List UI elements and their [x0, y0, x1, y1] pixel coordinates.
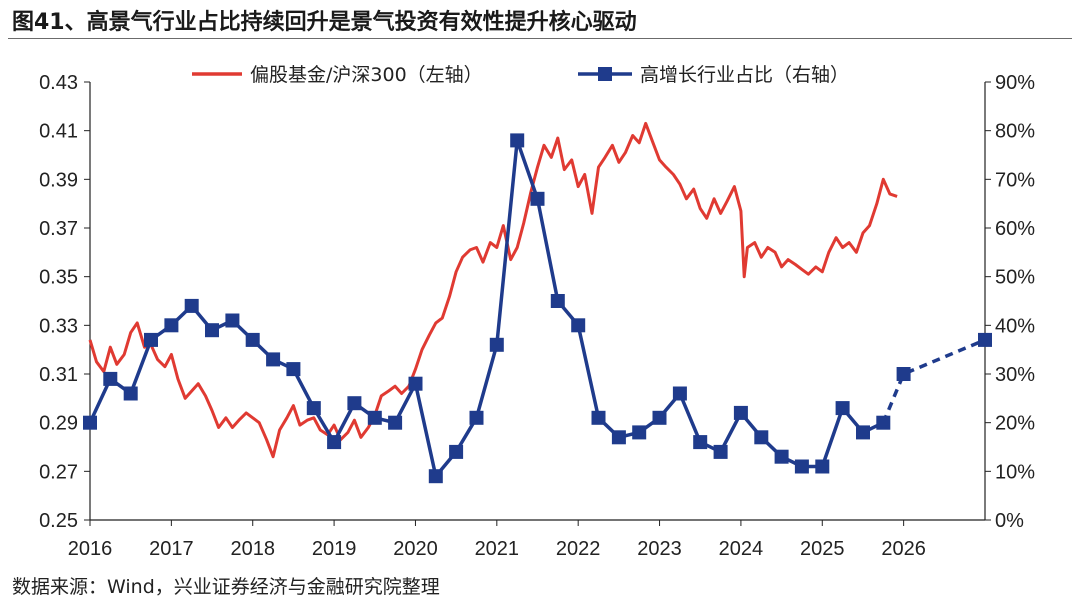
series-marker-high-growth [632, 425, 647, 440]
series-marker-high-growth [123, 386, 138, 401]
source-note: 数据来源：Wind，兴业证券经济与金融研究院整理 [12, 576, 440, 598]
chart-canvas: 0.25 0.27 0.29 0.31 0.33 0.35 0.37 0.39 0.41 0.43… [39, 64, 1035, 560]
legend-label-blue: 高增长行业占比（右轴） [640, 64, 849, 86]
y-right-tick-label: 0% [995, 510, 1024, 532]
y-right-tick-label: 20% [995, 413, 1035, 435]
x-tick-label: 2018 [230, 538, 275, 560]
y-right-tick-label: 90% [995, 72, 1035, 94]
x-tick-label: 2024 [719, 538, 764, 560]
x-tick-label: 2020 [393, 538, 438, 560]
series-marker-high-growth [144, 332, 158, 347]
y-right-tick-label: 40% [995, 315, 1035, 337]
series-marker-high-growth [449, 444, 464, 459]
legend-label-red: 偏股基金/沪深300（左轴） [250, 64, 483, 86]
y-left-tick-label: 0.25 [39, 510, 78, 532]
y-right-tick-label: 60% [995, 218, 1035, 240]
series-marker-high-growth [327, 435, 342, 450]
y-left-tick-label: 0.41 [39, 121, 78, 143]
x-tick-label: 2016 [68, 538, 113, 560]
y-left-tick-label: 0.37 [39, 218, 78, 240]
x-tick-label: 2017 [149, 538, 194, 560]
series-marker-high-growth [815, 459, 830, 474]
y-right-tick-label: 30% [995, 364, 1035, 386]
series-marker-high-growth [876, 415, 891, 430]
y-left-tick-label: 0.35 [39, 267, 78, 289]
series-marker-high-growth [571, 318, 586, 333]
series-marker-high-growth [733, 405, 748, 420]
series-marker-high-growth [652, 410, 667, 425]
series-marker-high-growth [306, 401, 321, 416]
series-marker-high-growth [347, 396, 362, 411]
series-marker-high-growth [978, 332, 992, 347]
series-line-high-growth-projection [881, 338, 986, 424]
series-marker-high-growth [469, 410, 484, 425]
series-marker-high-growth [205, 323, 219, 338]
axes: 0.25 0.27 0.29 0.31 0.33 0.35 0.37 0.39 0.41 0.43… [39, 72, 1035, 560]
series-marker-high-growth [774, 449, 789, 464]
series-marker-high-growth [550, 294, 565, 308]
series-marker-high-growth [754, 430, 769, 445]
series-marker-high-growth [103, 371, 118, 386]
x-tick-label: 2026 [881, 538, 926, 560]
x-tick-label: 2025 [800, 538, 845, 560]
y-left-tick-label: 0.33 [39, 315, 78, 337]
x-tick-label: 2022 [556, 538, 601, 560]
series-marker-high-growth [489, 337, 504, 352]
legend: 偏股基金/沪深300（左轴） 高增长行业占比（右轴） [192, 64, 849, 86]
series-marker-high-growth [693, 435, 708, 450]
series-marker-high-growth [388, 415, 403, 430]
series-marker-high-growth [266, 352, 281, 367]
series-marker-high-growth [896, 367, 911, 381]
y-right-tick-label: 70% [995, 169, 1035, 191]
chart-title: 图41、高景气行业占比持续回升是景气投资有效性提升核心驱动 [12, 10, 637, 35]
y-left-tick-label: 0.43 [39, 72, 78, 94]
series-layer [83, 121, 992, 484]
series-marker-high-growth [83, 415, 97, 430]
series-marker-high-growth [835, 401, 850, 416]
series-marker-high-growth [428, 469, 443, 484]
series-marker-high-growth [367, 410, 382, 425]
series-line-fund-ratio [88, 121, 898, 459]
series-marker-high-growth [611, 430, 626, 445]
series-marker-high-growth [794, 459, 809, 474]
y-right-tick-label: 50% [995, 267, 1035, 289]
series-marker-high-growth [856, 425, 870, 440]
series-marker-high-growth [225, 313, 240, 328]
series-marker-high-growth [164, 318, 179, 333]
series-marker-high-growth [184, 298, 199, 313]
x-tick-label: 2019 [312, 538, 357, 560]
y-left-tick-label: 0.31 [39, 364, 78, 386]
x-tick-label: 2023 [637, 538, 682, 560]
series-line-high-growth [88, 138, 885, 478]
series-marker-high-growth [672, 386, 687, 401]
series-marker-high-growth [591, 410, 606, 425]
y-right-tick-label: 80% [995, 121, 1035, 143]
y-left-tick-label: 0.27 [39, 461, 78, 483]
y-right-tick-label: 10% [995, 461, 1035, 483]
title-rule [8, 38, 1072, 39]
series-marker-high-growth [530, 191, 545, 206]
series-marker-high-growth [245, 332, 260, 347]
series-marker-high-growth [408, 376, 423, 391]
series-marker-high-growth [713, 444, 728, 459]
series-marker-high-growth [286, 362, 301, 377]
series-marker-high-growth [510, 133, 525, 148]
y-left-tick-label: 0.39 [39, 169, 78, 191]
x-tick-label: 2021 [475, 538, 520, 560]
y-left-tick-label: 0.29 [39, 413, 78, 435]
legend-swatch-blue-marker [598, 67, 612, 81]
